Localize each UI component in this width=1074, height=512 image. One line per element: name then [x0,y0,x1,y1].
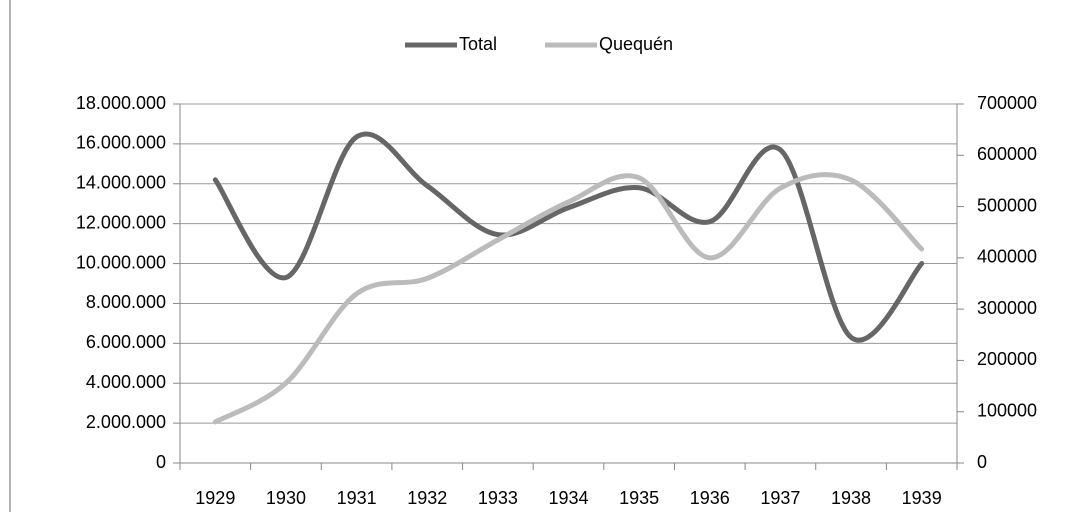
y-tick-label: 8.000.000 [86,292,166,312]
y2-tick-label: 400000 [977,247,1037,267]
x-tick-label: 1933 [478,488,518,508]
x-tick-label: 1929 [195,488,235,508]
y-tick-label: 2.000.000 [86,412,166,432]
x-tick-label: 1937 [760,488,800,508]
series-line [212,131,925,343]
y-tick-label: 4.000.000 [86,372,166,392]
x-tick-label: 1932 [407,488,447,508]
y2-tick-label: 700000 [977,93,1037,113]
y2-tick-label: 300000 [977,298,1037,318]
x-tick-label: 1931 [337,488,377,508]
x-tick-label: 1935 [619,488,659,508]
y2-tick-label: 200000 [977,349,1037,369]
x-tick-label: 1939 [902,488,942,508]
legend-label: Quequén [599,34,673,54]
y-tick-label: 6.000.000 [86,332,166,352]
y-tick-label: 0 [156,452,166,472]
y2-tick-label: 600000 [977,144,1037,164]
y2-tick-label: 100000 [977,400,1037,420]
legend-label: Total [459,34,497,54]
x-tick-label: 1930 [266,488,306,508]
x-tick-label: 1938 [831,488,871,508]
series-line [212,172,925,425]
y-tick-label: 10.000.000 [76,252,166,272]
x-tick-label: 1934 [548,488,588,508]
y2-tick-label: 500000 [977,195,1037,215]
y-tick-label: 18.000.000 [76,93,166,113]
y-tick-label: 16.000.000 [76,133,166,153]
y-tick-label: 12.000.000 [76,212,166,232]
y2-tick-label: 0 [977,452,987,472]
x-tick-label: 1936 [690,488,730,508]
y-tick-label: 14.000.000 [76,173,166,193]
